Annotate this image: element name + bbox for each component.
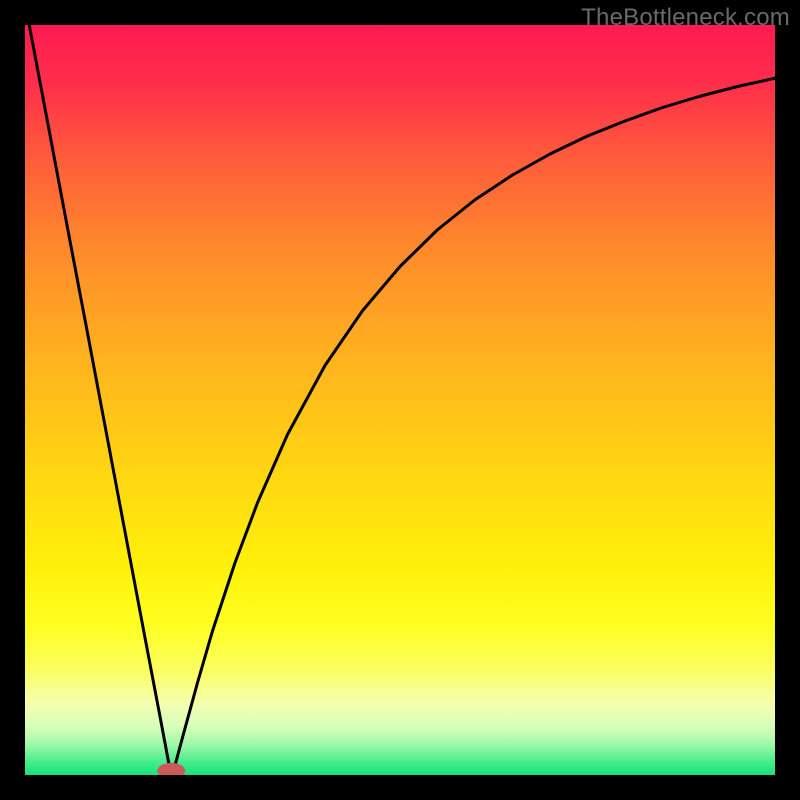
bottleneck-chart xyxy=(0,0,800,800)
chart-background xyxy=(25,25,775,775)
watermark-text: TheBottleneck.com xyxy=(581,4,790,32)
chart-container: TheBottleneck.com xyxy=(0,0,800,800)
